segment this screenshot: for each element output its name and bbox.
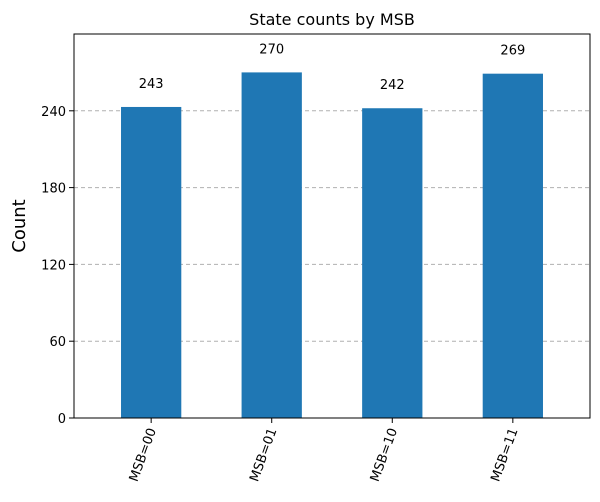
- chart-title: State counts by MSB: [249, 10, 415, 29]
- y-tick-label: 120: [41, 258, 66, 273]
- bar: [121, 106, 182, 419]
- x-axis-ticks: MSB=00 MSB=01 MSB=10 MSB=11: [127, 418, 522, 484]
- y-tick-label: 0: [58, 412, 66, 427]
- bars: [121, 72, 543, 419]
- y-tick-label: 180: [41, 182, 66, 197]
- y-tick-label: 240: [41, 105, 66, 120]
- bar: [362, 108, 423, 419]
- x-tick-label: MSB=01: [247, 426, 280, 484]
- bar-value-label: 269: [500, 44, 525, 59]
- bar-value-label: 242: [380, 78, 405, 93]
- y-axis-label: Count: [9, 199, 30, 252]
- y-axis-ticks: 0 60 120 180 240: [41, 105, 74, 427]
- plot-frame: [73, 33, 591, 419]
- bar: [482, 73, 543, 419]
- x-tick-label: MSB=10: [368, 426, 401, 484]
- y-tick-label: 60: [49, 335, 66, 350]
- x-tick-label: MSB=11: [488, 426, 521, 484]
- x-tick-label: MSB=00: [127, 426, 160, 484]
- bar-value-label: 243: [139, 77, 164, 92]
- bar-value-label: 270: [259, 42, 284, 57]
- bar: [241, 72, 302, 419]
- bar-labels: 243 270 242 269: [139, 42, 526, 93]
